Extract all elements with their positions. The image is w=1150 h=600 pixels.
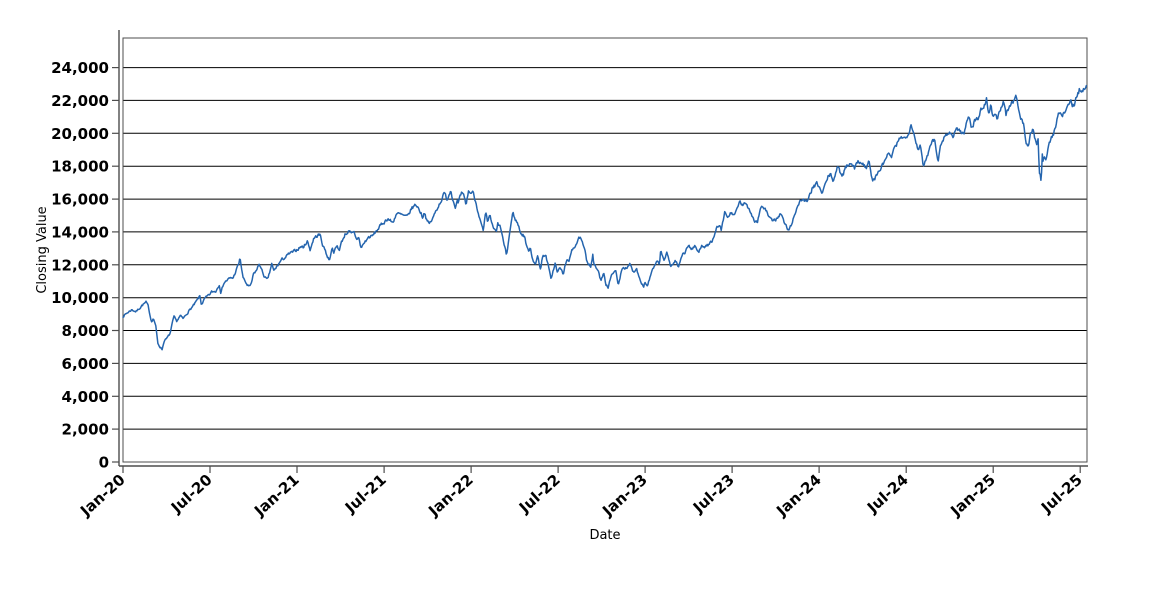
y-tick-label: 20,000: [51, 125, 109, 143]
y-tick-label: 10,000: [51, 289, 109, 307]
y-tick-label: 6,000: [62, 355, 109, 373]
y-tick-label: 4,000: [62, 388, 109, 406]
y-tick-label: 18,000: [51, 158, 109, 176]
x-tick-labels: Jan-20 Jul-20 Jan-21 Jul-21 Jan-22 Jul-22 Jan-…: [76, 471, 1086, 521]
x-tick-label: Jul-25: [1037, 471, 1086, 518]
y-tick-label: 24,000: [51, 59, 109, 77]
x-tick-label: Jan-22: [424, 471, 477, 521]
x-tick-label: Jan-24: [772, 471, 825, 521]
gridlines: [123, 67, 1087, 430]
x-tick-label: Jul-23: [689, 471, 738, 518]
x-tick-label: Jan-25: [946, 471, 999, 521]
x-tick-label: Jan-21: [250, 471, 303, 521]
y-tick-label: 16,000: [51, 191, 109, 209]
y-tick-labels: 0 2,000 4,000 6,000 8,000 10,000 12,000 14,000 1…: [51, 59, 109, 471]
x-tick-label: Jul-22: [515, 471, 564, 518]
y-axis-title: Closing Value: [35, 206, 50, 293]
y-tick-label: 0: [99, 454, 109, 472]
y-tick-label: 14,000: [51, 223, 109, 241]
axis-spines: [118, 30, 1088, 467]
closing-value-line: [122, 84, 1088, 351]
x-axis-title: Date: [589, 528, 620, 543]
tick-marks: [112, 66, 1081, 473]
plot-border: [122, 37, 1088, 463]
y-tick-label: 12,000: [51, 256, 109, 274]
x-tick-label: Jan-20: [76, 471, 129, 521]
x-tick-label: Jul-20: [167, 471, 216, 518]
x-tick-label: Jan-23: [598, 471, 651, 521]
x-tick-label: Jul-21: [341, 471, 390, 518]
y-tick-label: 8,000: [62, 322, 109, 340]
x-tick-label: Jul-24: [863, 471, 912, 518]
y-tick-label: 2,000: [62, 421, 109, 439]
y-tick-label: 22,000: [51, 92, 109, 110]
